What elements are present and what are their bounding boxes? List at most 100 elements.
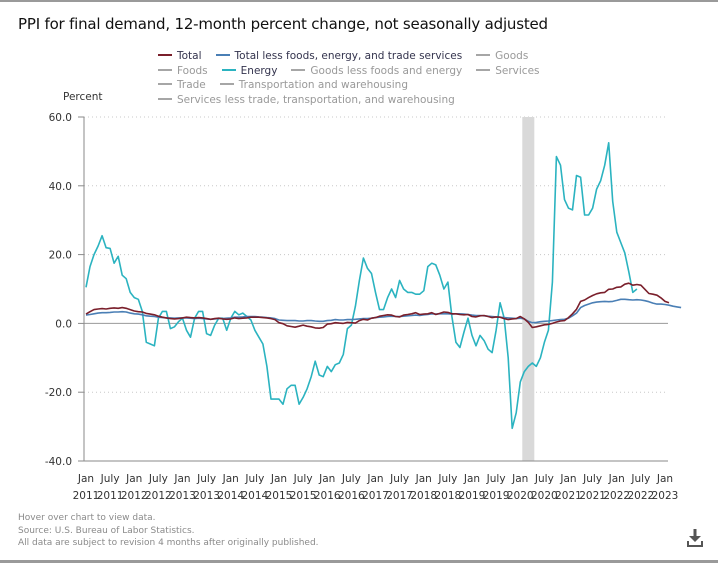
legend-swatch	[476, 54, 491, 56]
x-tick-month: July	[148, 473, 168, 485]
download-button[interactable]	[684, 527, 706, 549]
legend-item-total[interactable]: Total	[158, 50, 202, 62]
y-axis-ticks: 60.0 40.0 20.0 0.0 -20.0 -40.0	[45, 112, 84, 468]
legend-swatch	[476, 68, 491, 71]
x-tick-year: 2017	[386, 490, 413, 502]
y-axis-label: Percent	[63, 91, 103, 103]
chart-title: PPI for final demand, 12-month percent c…	[18, 15, 548, 33]
legend-item-energy[interactable]: Energy	[221, 64, 278, 77]
legend-swatch	[221, 68, 236, 71]
y-tick-label: 40.0	[49, 181, 72, 193]
x-tick-year: 2015	[266, 490, 293, 502]
legend-swatch	[158, 54, 172, 56]
x-tick-year: 2011	[73, 490, 100, 502]
series-lines[interactable]	[85, 142, 682, 430]
legend-label: Services	[495, 64, 540, 77]
x-tick-year: 2020	[531, 490, 558, 502]
x-tick-month: July	[196, 473, 216, 485]
x-tick-month: Jan	[511, 473, 528, 485]
x-tick-month: July	[389, 473, 409, 485]
legend-row: Services less trade, transportation, and…	[158, 94, 554, 109]
x-tick-month: Jan	[559, 473, 576, 485]
gridlines	[84, 116, 668, 393]
x-tick-month: Jan	[125, 473, 142, 485]
series-line-energy[interactable]	[85, 142, 638, 430]
legend-label: Goods less foods and energy	[310, 64, 463, 77]
legend-swatch	[158, 97, 172, 100]
x-tick-month: July	[293, 473, 313, 485]
recession-shading	[522, 117, 535, 461]
revision-note: All data are subject to revision 4 month…	[18, 538, 319, 548]
x-tick-month: Jan	[222, 473, 239, 485]
x-tick-year: 2012	[145, 490, 172, 502]
legend-label: Total less foods, energy, and trade serv…	[234, 50, 463, 62]
x-tick-year: 2014	[217, 490, 244, 502]
legend-item-services-less-trade-transportation-and-warehousing[interactable]: Services less trade, transportation, and…	[158, 94, 455, 106]
x-tick-year: 2012	[121, 490, 148, 502]
x-tick-month: Jan	[463, 473, 480, 485]
x-tick-year: 2016	[338, 490, 365, 502]
x-tick-year: 2013	[169, 490, 196, 502]
recession-band	[522, 117, 535, 461]
legend-swatch	[219, 83, 234, 85]
x-tick-year: 2016	[314, 490, 341, 502]
x-tick-year: 2020	[507, 490, 534, 502]
download-icon	[687, 529, 703, 547]
axes	[83, 117, 668, 462]
legend-row: Trade Transportation and warehousing	[158, 79, 554, 94]
y-tick-label: -20.0	[45, 387, 72, 399]
x-tick-month: July	[534, 473, 554, 485]
x-tick-month: Jan	[366, 473, 383, 485]
x-tick-month: Jan	[270, 473, 287, 485]
chart-plot[interactable]: 60.040.020.00.0-20.0-40.0 Jan2011July201…	[0, 0, 718, 510]
legend-label: Services less trade, transportation, and…	[177, 93, 455, 106]
x-tick-year: 2018	[410, 490, 437, 502]
legend-item-total-less-foods-energy-and-trade-services[interactable]: Total less foods, energy, and trade serv…	[215, 50, 463, 62]
x-tick-month: July	[100, 473, 120, 485]
source-note: Source: U.S. Bureau of Labor Statistics.	[18, 525, 195, 536]
x-tick-month: July	[341, 473, 361, 485]
x-tick-year: 2021	[555, 490, 582, 502]
legend: Total Total less foods, energy, and trade…	[158, 50, 554, 108]
footer-notes: Hover over chart to view data. Source: U…	[18, 512, 319, 550]
x-tick-month: Jan	[77, 473, 94, 485]
x-axis-ticks: Jan2011July2011Jan2012July2012Jan2013Jul…	[73, 473, 679, 502]
legend-item-goods-less-foods-and-energy[interactable]: Goods less foods and energy	[291, 65, 462, 77]
legend-row: Total Total less foods, energy, and trade…	[158, 50, 554, 65]
x-tick-year: 2023	[652, 490, 679, 502]
legend-label: Trade	[177, 79, 206, 91]
legend-row: Foods Energy Goods less foods and energy Se…	[158, 65, 554, 80]
legend-label: Total	[177, 50, 202, 62]
x-tick-month: July	[437, 473, 457, 485]
x-tick-year: 2019	[483, 490, 510, 502]
y-tick-label: 60.0	[49, 112, 72, 124]
x-tick-month: July	[630, 473, 650, 485]
legend-item-transportation-and-warehousing[interactable]: Transportation and warehousing	[219, 79, 409, 91]
y-tick-label: 20.0	[49, 250, 72, 262]
bottom-border	[0, 560, 718, 563]
series-line-total[interactable]	[85, 282, 670, 330]
hover-hint: Hover over chart to view data.	[18, 513, 156, 523]
x-tick-year: 2021	[579, 490, 606, 502]
x-tick-year: 2018	[435, 490, 462, 502]
legend-label: Energy	[240, 64, 278, 77]
x-tick-year: 2022	[603, 490, 630, 502]
x-tick-month: Jan	[608, 473, 625, 485]
x-tick-month: Jan	[173, 473, 190, 485]
legend-item-trade[interactable]: Trade	[158, 79, 206, 91]
legend-item-foods[interactable]: Foods	[158, 65, 208, 77]
legend-swatch	[291, 68, 306, 71]
legend-item-goods[interactable]: Goods	[476, 50, 528, 62]
x-tick-month: Jan	[318, 473, 335, 485]
legend-swatch	[158, 83, 172, 85]
x-tick-year: 2011	[97, 490, 124, 502]
x-tick-month: July	[486, 473, 506, 485]
top-border	[0, 0, 718, 2]
x-tick-month: Jan	[415, 473, 432, 485]
x-tick-year: 2013	[193, 490, 220, 502]
legend-swatch	[158, 68, 172, 71]
legend-label: Foods	[177, 64, 208, 77]
legend-item-services[interactable]: Services	[476, 64, 540, 77]
legend-label: Transportation and warehousing	[238, 79, 409, 91]
x-tick-year: 2015	[290, 490, 317, 502]
